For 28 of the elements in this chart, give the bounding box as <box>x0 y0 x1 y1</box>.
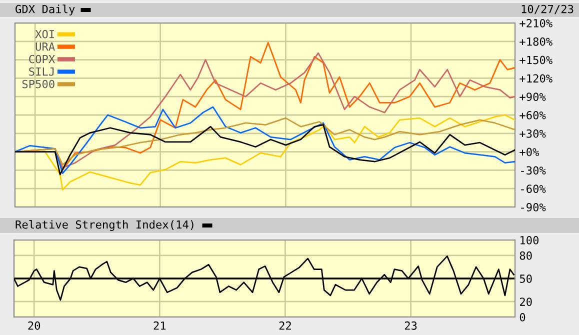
y-tick-label: +210% <box>520 19 552 28</box>
y-tick-label: 50 <box>520 274 532 283</box>
y-tick-label: 20 <box>520 298 532 306</box>
x-tick-label: 23 <box>404 321 417 330</box>
y-tick-label: 0 <box>520 313 526 322</box>
y-tick-label: 80 <box>520 251 532 260</box>
legend-label: COPX <box>29 54 56 64</box>
y-tick-label: +120% <box>520 74 552 83</box>
x-tick-label: 20 <box>28 321 40 330</box>
chart-title: GDX Daily <box>16 4 75 16</box>
y-tick-label: -60% <box>521 184 546 194</box>
y-tick-label: -30% <box>521 166 546 175</box>
legend-label: URA <box>36 42 55 51</box>
y-tick-label: +0% <box>520 148 540 156</box>
y-tick-label: 100 <box>520 236 539 244</box>
x-tick-label: 22 <box>279 321 291 330</box>
y-tick-label: +180% <box>520 37 552 46</box>
legend-label: XOI <box>35 30 54 38</box>
y-tick-label: +150% <box>520 56 552 64</box>
chart-title: Relative Strength Index(14) <box>16 220 194 231</box>
y-tick-label: +60% <box>520 111 546 120</box>
legend-label: SP500 <box>22 80 54 88</box>
legend-label: SILJ <box>29 67 54 76</box>
y-tick-label: -90% <box>521 203 546 212</box>
y-tick-label: +30% <box>520 129 546 138</box>
x-tick-label: 21 <box>154 321 166 330</box>
y-tick-label: +90% <box>520 92 546 102</box>
text: 10/27/23 <box>522 4 574 14</box>
